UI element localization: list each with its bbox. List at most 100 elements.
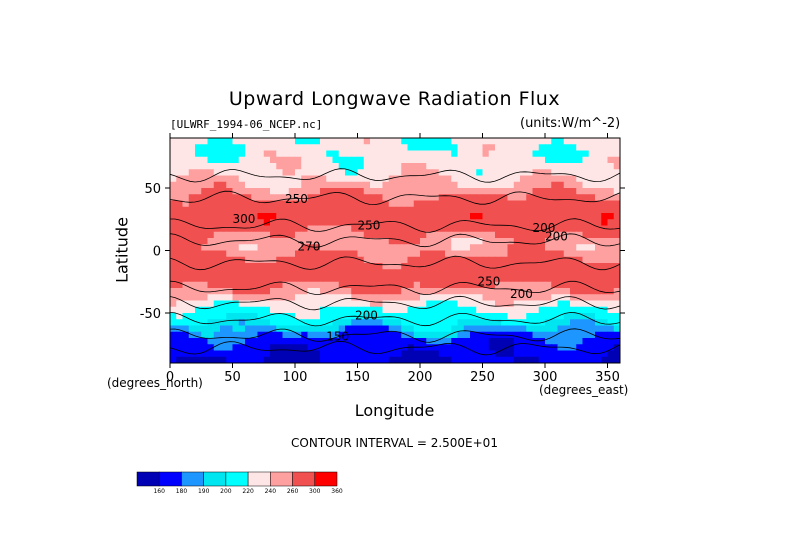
heatmap-cell	[563, 238, 571, 245]
heatmap-cell	[388, 294, 396, 302]
heatmap-cell	[495, 306, 502, 314]
heatmap-cell	[170, 206, 177, 214]
heatmap-cell	[538, 350, 546, 358]
heatmap-cell	[357, 288, 365, 295]
heatmap-cell	[320, 313, 327, 320]
heatmap-cell	[238, 150, 246, 158]
heatmap-cell	[207, 225, 215, 233]
heatmap-cell	[388, 263, 396, 270]
heatmap-cell	[420, 144, 427, 152]
heatmap-cell	[563, 256, 571, 264]
heatmap-cell	[426, 275, 434, 283]
heatmap-cell	[513, 156, 521, 164]
heatmap-cell	[276, 169, 284, 177]
heatmap-cell	[301, 244, 309, 252]
heatmap-cell	[595, 269, 602, 277]
heatmap-cell	[320, 219, 327, 227]
heatmap-cell	[357, 213, 365, 220]
heatmap-cell	[207, 313, 215, 320]
heatmap-cell	[538, 269, 546, 277]
heatmap-cell	[432, 281, 440, 289]
heatmap-cell	[182, 188, 190, 195]
heatmap-cell	[301, 344, 309, 352]
heatmap-cell	[401, 356, 409, 363]
heatmap-cell	[363, 313, 371, 320]
heatmap-cell	[232, 231, 240, 239]
heatmap-cell	[201, 325, 209, 333]
heatmap-cell	[576, 175, 584, 183]
heatmap-cell	[238, 263, 246, 270]
heatmap-cell	[182, 256, 190, 264]
heatmap-cell	[607, 206, 615, 214]
heatmap-cell	[351, 338, 359, 345]
heatmap-cell	[520, 344, 527, 352]
heatmap-cell	[357, 181, 365, 189]
heatmap-cell	[438, 169, 446, 177]
heatmap-cell	[482, 150, 490, 158]
heatmap-cell	[451, 169, 459, 177]
heatmap-cell	[576, 200, 584, 208]
heatmap-cell	[282, 275, 290, 283]
heatmap-cell	[257, 194, 265, 202]
heatmap-cell	[520, 194, 527, 202]
heatmap-cell	[588, 269, 596, 277]
heatmap-cell	[407, 350, 415, 358]
heatmap-cell	[451, 188, 459, 195]
heatmap-cell	[551, 356, 559, 363]
heatmap-cell	[251, 206, 259, 214]
heatmap-cell	[395, 319, 402, 327]
heatmap-cell	[301, 156, 309, 164]
heatmap-cell	[407, 163, 415, 170]
heatmap-cell	[201, 238, 209, 245]
heatmap-cell	[313, 194, 321, 202]
heatmap-cell	[232, 325, 240, 333]
heatmap-cell	[213, 356, 221, 363]
heatmap-cell	[582, 219, 590, 227]
heatmap-cell	[582, 144, 590, 152]
heatmap-cell	[601, 163, 609, 170]
heatmap-cell	[282, 238, 290, 245]
heatmap-cell	[182, 269, 190, 277]
heatmap-cell	[376, 213, 384, 220]
x-tick-label: 50	[224, 370, 241, 385]
heatmap-cell	[582, 356, 590, 363]
heatmap-cell	[595, 188, 602, 195]
heatmap-cell	[451, 144, 459, 152]
heatmap-cell	[345, 219, 352, 227]
heatmap-cell	[226, 325, 234, 333]
heatmap-cell	[495, 225, 502, 233]
heatmap-cell	[507, 213, 515, 220]
heatmap-cell	[457, 325, 465, 333]
heatmap-cell	[438, 213, 446, 220]
heatmap-cell	[613, 156, 620, 164]
heatmap-cell	[476, 231, 484, 239]
heatmap-cell	[470, 150, 477, 158]
heatmap-cell	[276, 150, 284, 158]
heatmap-cell	[207, 231, 215, 239]
heatmap-cell	[238, 169, 246, 177]
heatmap-cell	[176, 238, 184, 245]
heatmap-cell	[307, 356, 315, 363]
heatmap-cell	[613, 188, 620, 195]
heatmap-cell	[432, 194, 440, 202]
heatmap-cell	[538, 313, 546, 320]
heatmap-cell	[382, 200, 390, 208]
heatmap-cell	[332, 150, 340, 158]
heatmap-cell	[357, 325, 365, 333]
heatmap-cell	[426, 250, 434, 258]
heatmap-cell	[388, 213, 396, 220]
heatmap-cell	[295, 275, 302, 283]
heatmap-cell	[388, 169, 396, 177]
heatmap-cell	[245, 181, 252, 189]
heatmap-cell	[407, 331, 415, 339]
heatmap-cell	[188, 200, 196, 208]
y-axis-unit: (degrees_north)	[107, 376, 203, 390]
heatmap-cell	[226, 250, 234, 258]
heatmap-cell	[607, 138, 615, 145]
heatmap-cell	[407, 219, 415, 227]
heatmap-cell	[545, 138, 552, 145]
heatmap-cell	[176, 213, 184, 220]
heatmap-cell	[332, 225, 340, 233]
heatmap-cell	[532, 275, 540, 283]
heatmap-cell	[326, 338, 334, 345]
